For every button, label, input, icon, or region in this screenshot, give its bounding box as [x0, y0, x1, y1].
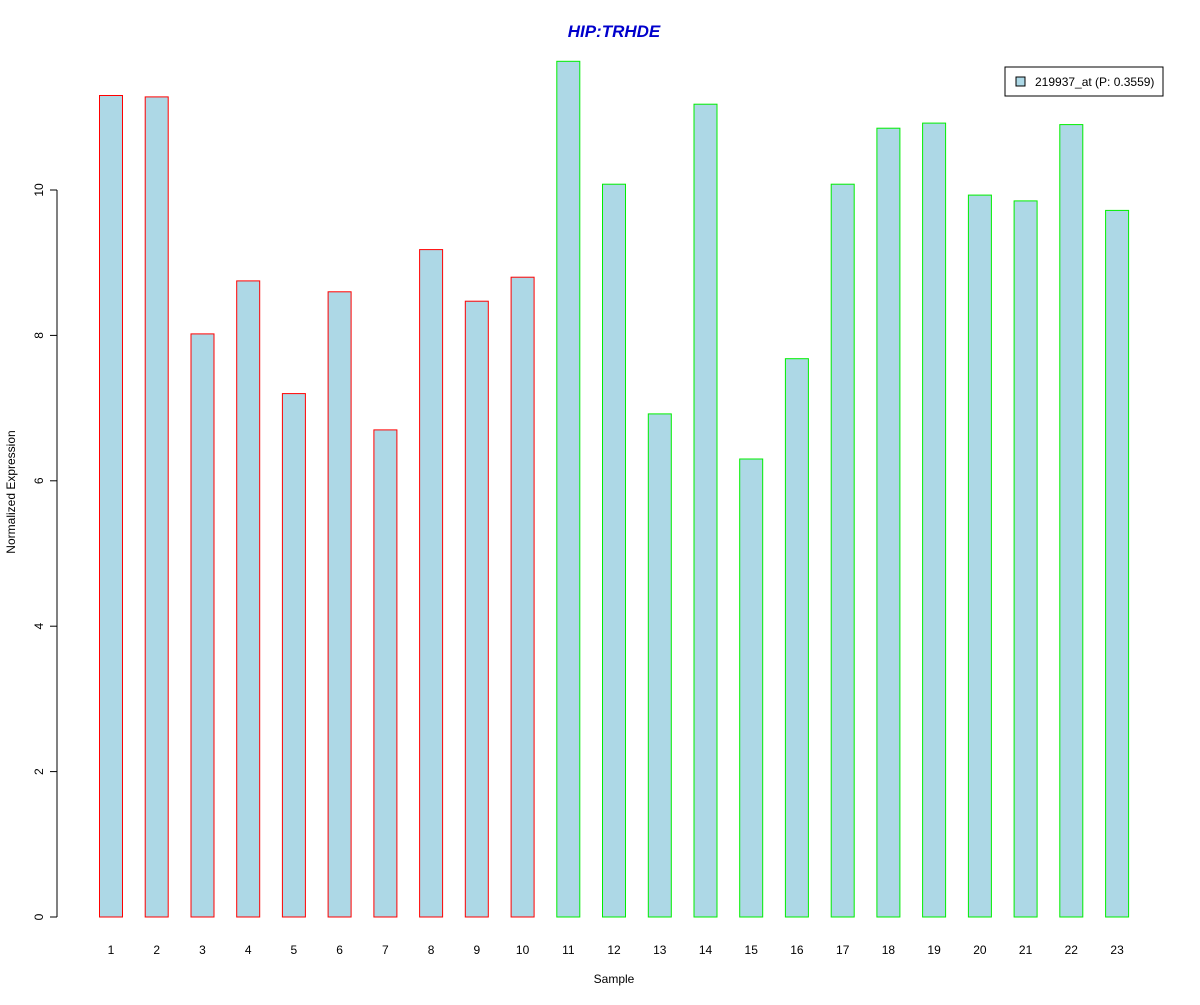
y-tick-label: 10 — [32, 183, 46, 197]
bar — [373, 429, 398, 918]
x-tick-label: 23 — [1110, 943, 1124, 957]
x-tick-label: 13 — [653, 943, 667, 957]
x-tick-label: 22 — [1065, 943, 1079, 957]
y-axis-label: Normalized Expression — [4, 430, 18, 553]
x-tick-label: 19 — [927, 943, 941, 957]
x-tick-label: 8 — [428, 943, 435, 957]
bar — [464, 300, 489, 918]
x-tick-label: 2 — [153, 943, 160, 957]
bar — [1059, 124, 1084, 918]
y-tick-label: 6 — [32, 477, 46, 484]
x-tick-label: 9 — [473, 943, 480, 957]
y-tick-label: 8 — [32, 332, 46, 339]
y-tick-label: 4 — [32, 623, 46, 630]
x-tick-label: 16 — [790, 943, 804, 957]
legend-swatch — [1015, 76, 1026, 87]
bar — [876, 127, 901, 918]
x-tick-label: 21 — [1019, 943, 1033, 957]
legend-box — [1004, 66, 1164, 97]
bar — [830, 183, 855, 918]
x-tick-label: 20 — [973, 943, 987, 957]
x-tick-label: 18 — [882, 943, 896, 957]
bar — [967, 194, 992, 918]
x-tick-label: 5 — [291, 943, 298, 957]
bar — [739, 458, 764, 918]
x-tick-label: 6 — [336, 943, 343, 957]
bar — [784, 358, 809, 918]
x-tick-label: 3 — [199, 943, 206, 957]
bar — [190, 333, 215, 918]
bar — [510, 276, 535, 918]
x-tick-label: 15 — [745, 943, 759, 957]
bar — [281, 393, 306, 918]
x-axis-label: Sample — [594, 972, 635, 986]
x-tick-labels: 1 2 3 4 5 6 7 8 9 10 11 12 13 14 15 16 17 18 19 20 21 22 23 — [108, 943, 1124, 957]
x-tick-label: 12 — [607, 943, 621, 957]
x-tick-label: 14 — [699, 943, 713, 957]
bar — [1013, 200, 1038, 918]
x-tick-label: 7 — [382, 943, 389, 957]
x-tick-label: 11 — [562, 943, 575, 957]
bar — [1105, 209, 1130, 918]
bar — [693, 103, 718, 918]
y-tick-label: 0 — [32, 913, 46, 920]
chart-title: HIP:TRHDE — [568, 22, 661, 41]
bar — [99, 95, 123, 918]
bar — [602, 183, 626, 918]
y-axis: 0 2 4 6 8 10 — [32, 183, 58, 920]
x-tick-label: 10 — [516, 943, 530, 957]
y-tick-label: 2 — [32, 768, 46, 775]
bar — [556, 60, 581, 918]
bar — [236, 280, 261, 918]
bars-group — [99, 60, 1130, 918]
legend: 219937_at (P: 0.3559) — [1004, 66, 1164, 97]
bar — [419, 249, 444, 918]
x-tick-label: 1 — [108, 943, 115, 957]
legend-label: 219937_at (P: 0.3559) — [1035, 75, 1154, 89]
bar — [647, 413, 672, 918]
bar — [144, 96, 169, 918]
bar — [327, 291, 352, 918]
x-tick-label: 17 — [836, 943, 850, 957]
x-tick-label: 4 — [245, 943, 252, 957]
bar — [922, 122, 947, 918]
